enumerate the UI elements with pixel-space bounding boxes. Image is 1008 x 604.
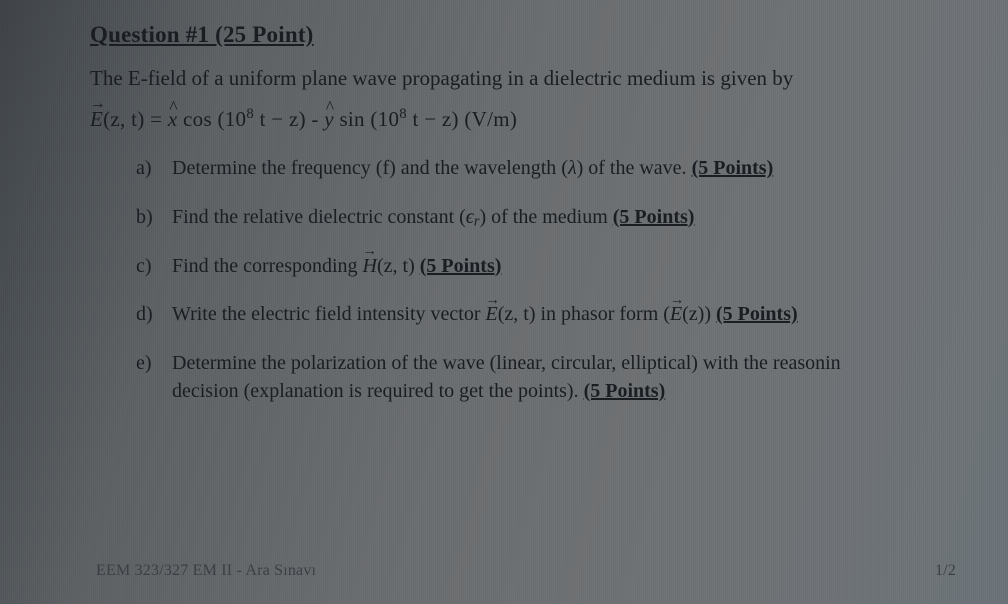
question-stem: The E-field of a uniform plane wave prop… (90, 64, 970, 92)
item-text: Find the corresponding H(z, t) (5 Points… (172, 252, 970, 280)
text-fragment: Write the electric field intensity vecto… (172, 303, 486, 325)
symbol-x-hat: x (168, 107, 178, 132)
item-text: Write the electric field intensity vecto… (172, 300, 970, 328)
text-fragment: Find the corresponding (172, 255, 363, 277)
footer-left: EEM 323/327 EM II - Ara Sınavı (96, 562, 316, 580)
symbol-epsilon: ϵ (466, 206, 474, 228)
item-text: Find the relative dielectric constant (ϵ… (172, 203, 970, 232)
text-fragment: decision (explanation is required to get… (172, 380, 584, 402)
page-footer: EEM 323/327 EM II - Ara Sınavı 1/2 (96, 562, 956, 580)
formula-exp2: 8 (399, 106, 407, 122)
symbol-E-vector: E (486, 300, 498, 328)
points-label: (5 Points) (692, 157, 774, 179)
item-c: c) Find the corresponding H(z, t) (5 Poi… (136, 252, 970, 280)
item-e: e) Determine the polarization of the wav… (136, 349, 970, 406)
item-label: a) (136, 154, 158, 182)
points-label: (5 Points) (420, 255, 502, 277)
text-fragment: ) of the wave. (577, 157, 692, 179)
symbol-E-vector: E (90, 107, 103, 132)
text-fragment: ) of the medium (479, 206, 612, 228)
symbol-H-vector: H (363, 252, 377, 280)
formula-t2b: t − z) (V/m) (407, 107, 517, 131)
footer-page-number: 1/2 (935, 562, 956, 580)
points-label: (5 Points) (716, 303, 798, 325)
item-b: b) Find the relative dielectric constant… (136, 203, 970, 232)
item-text: Determine the frequency (f) and the wave… (172, 154, 970, 182)
formula-lhs-args: (z, t) (103, 107, 144, 131)
points-label: (5 Points) (613, 206, 695, 228)
formula-t1a: cos (10 (177, 107, 246, 131)
text-fragment: Determine the polarization of the wave (… (172, 352, 841, 374)
text-fragment: (z, t) (377, 255, 420, 277)
item-label: c) (136, 252, 158, 280)
item-text: Determine the polarization of the wave (… (172, 349, 970, 406)
text-fragment: in phasor form ( (536, 303, 670, 325)
symbol-lambda: λ (568, 157, 577, 179)
formula-eq: = (145, 107, 168, 131)
symbol-y-hat: y (324, 107, 334, 132)
question-page: Question #1 (25 Point) The E-field of a … (90, 22, 970, 405)
text-fragment: (z, t) (498, 303, 536, 325)
text-fragment: Determine the frequency (f) and the wave… (172, 157, 568, 179)
symbol-E-vector: E (670, 300, 682, 328)
item-label: b) (136, 203, 158, 232)
text-fragment: Find the relative dielectric constant ( (172, 206, 466, 228)
item-label: e) (136, 349, 158, 406)
text-fragment: (z)) (682, 303, 716, 325)
formula-t1b: t − z) - (254, 107, 324, 131)
question-title: Question #1 (25 Point) (90, 22, 970, 48)
formula-exp1: 8 (246, 106, 254, 122)
formula: E(z, t) = x cos (108 t − z) - y sin (108… (90, 106, 970, 132)
item-label: d) (136, 300, 158, 328)
formula-t2a: sin (10 (334, 107, 399, 131)
item-a: a) Determine the frequency (f) and the w… (136, 154, 970, 182)
points-label: (5 Points) (584, 380, 666, 402)
item-d: d) Write the electric field intensity ve… (136, 300, 970, 328)
items-list: a) Determine the frequency (f) and the w… (90, 154, 970, 405)
